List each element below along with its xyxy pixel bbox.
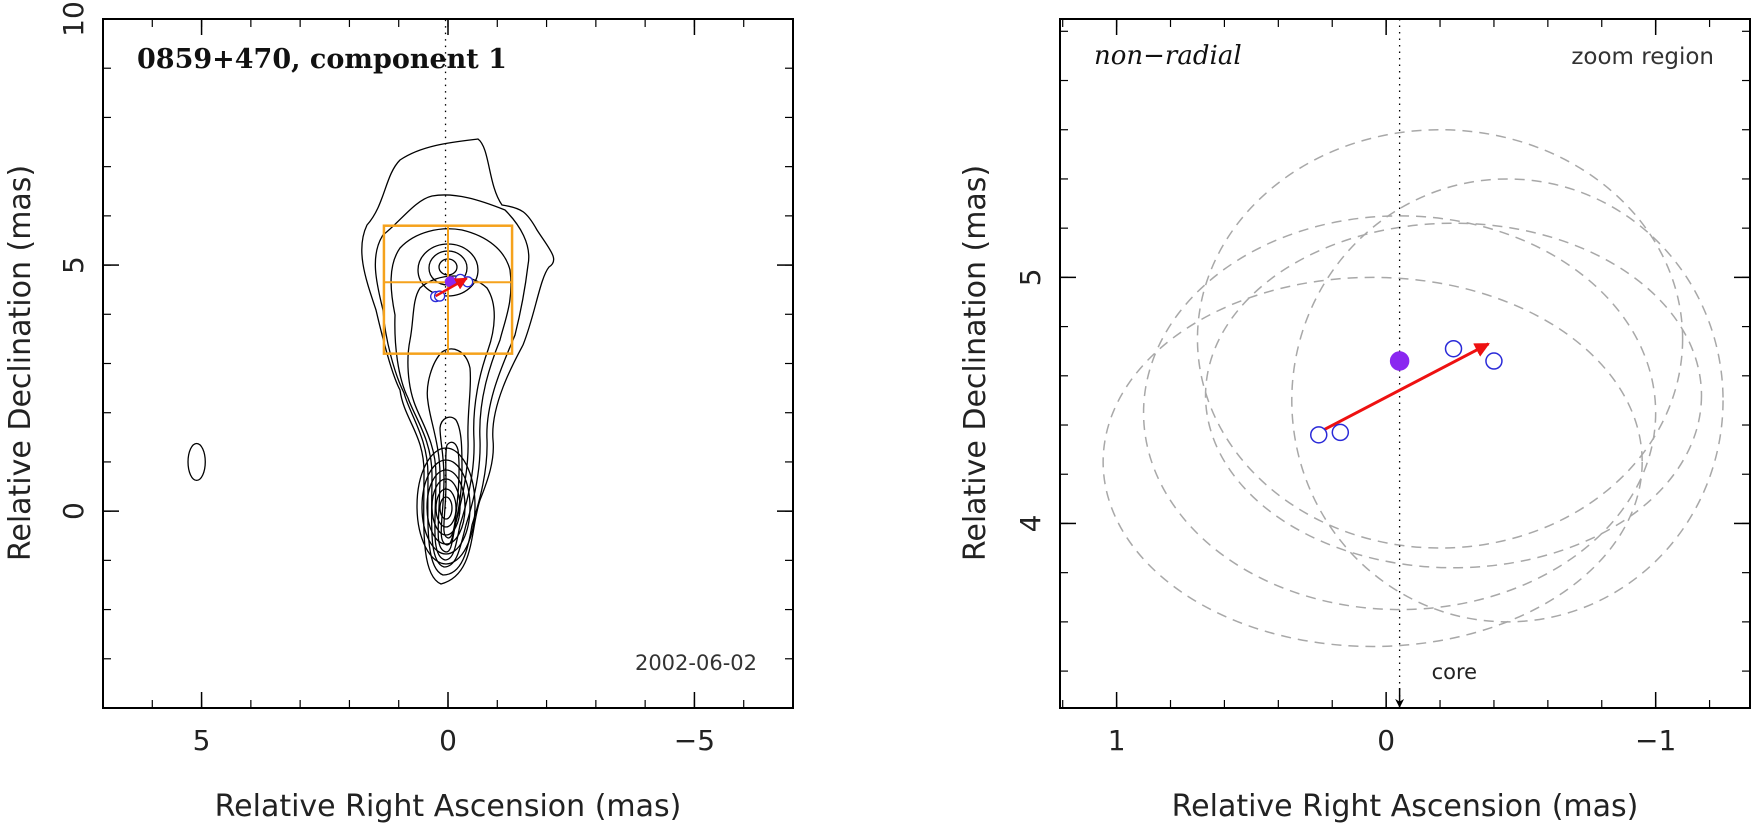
component-point-zoom xyxy=(1331,423,1350,442)
right-panel: core 1 0 −1 4 5 non−radial zoom region Relat… xyxy=(958,18,1751,824)
core-label: core xyxy=(1432,660,1478,684)
contour-core-1 xyxy=(416,447,476,565)
left-axes-frame xyxy=(102,18,794,709)
right-ytick-label: 4 xyxy=(1014,515,1047,533)
right-xtick-label: 0 xyxy=(1377,724,1395,757)
right-y-axis-title: Relative Declination (mas) xyxy=(958,165,993,561)
contour-level-4 xyxy=(407,275,495,561)
motion-vector xyxy=(435,277,468,298)
error-ellipse-group xyxy=(1102,128,1724,648)
right-x-axis-title: Relative Right Ascension (mas) xyxy=(1172,789,1639,824)
left-xtick-label: 5 xyxy=(193,724,211,757)
component-point-zoom xyxy=(1444,339,1463,358)
error-ellipse xyxy=(1204,222,1703,569)
error-ellipse xyxy=(1102,276,1643,648)
left-x-axis-title: Relative Right Ascension (mas) xyxy=(215,789,682,824)
contour-core-4 xyxy=(431,478,461,536)
right-xtick-label: −1 xyxy=(1635,724,1676,757)
error-ellipse xyxy=(1196,128,1684,549)
beam-ellipse xyxy=(187,442,206,482)
left-ytick-label: 5 xyxy=(57,256,90,274)
right-ytick-label: 5 xyxy=(1014,268,1047,286)
right-dynamic-layer: core xyxy=(1102,19,1724,708)
right-xtick-label: 1 xyxy=(1108,724,1126,757)
right-mode-label: non−radial xyxy=(1094,41,1242,71)
left-title: 0859+470, component 1 xyxy=(137,44,507,75)
left-dynamic-layer xyxy=(187,19,514,509)
left-y-axis-title: Relative Declination (mas) xyxy=(3,165,38,561)
contour-core-2 xyxy=(421,459,471,555)
right-zoom-label: zoom region xyxy=(1571,44,1714,70)
contour-level-6 xyxy=(439,416,463,546)
contour-map xyxy=(361,138,555,585)
contour-level-3 xyxy=(390,228,512,568)
contour-level-2 xyxy=(374,194,530,576)
contour-core-3 xyxy=(426,469,466,545)
left-date-label: 2002-06-02 xyxy=(635,651,757,675)
left-ytick-label: 0 xyxy=(57,502,90,520)
motion-vector-zoom xyxy=(1318,342,1490,434)
contour-core-6 xyxy=(439,496,453,520)
left-panel: 5 0 −5 0 5 10 0859+470, component 1 2002-06-0… xyxy=(3,1,794,824)
left-ticks: 5 0 −5 0 5 10 xyxy=(57,1,794,757)
component-point xyxy=(462,276,474,288)
contour-level-1 xyxy=(361,138,555,585)
left-xtick-label: −5 xyxy=(674,724,715,757)
error-ellipse xyxy=(1291,178,1724,623)
contour-level-5 xyxy=(426,348,472,553)
error-ellipse xyxy=(1142,215,1657,611)
component-mean-point-zoom xyxy=(1389,351,1410,371)
left-xtick-label: 0 xyxy=(439,724,457,757)
component-point-zoom xyxy=(1485,352,1503,370)
component-point-zoom xyxy=(1310,426,1328,444)
right-axes-frame xyxy=(1059,18,1751,709)
right-ticks: 1 0 −1 4 5 xyxy=(1014,19,1750,757)
left-ytick-label: 10 xyxy=(57,1,90,37)
